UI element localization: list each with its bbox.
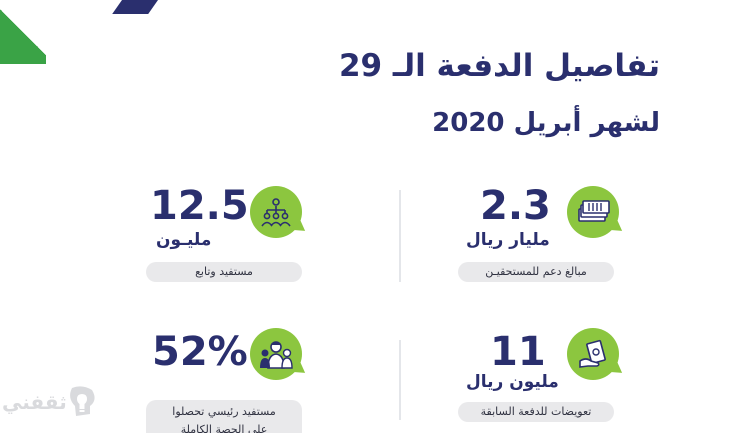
column-divider-top bbox=[399, 190, 401, 282]
people-network-icon bbox=[250, 186, 302, 238]
compensation-unit: مليون ريال bbox=[466, 372, 559, 392]
hand-money-icon bbox=[567, 328, 619, 380]
column-divider-bottom bbox=[399, 340, 401, 420]
beneficiaries-unit: مليـون bbox=[156, 230, 212, 250]
page-subtitle: لشهر أبريل 2020 bbox=[432, 108, 660, 138]
support-amount-unit: مليار ريال bbox=[466, 230, 550, 250]
corner-navy-decoration bbox=[112, 0, 168, 14]
support-amount-label: مبالغ دعم للمستحقيـن bbox=[458, 262, 614, 282]
family-icon bbox=[250, 328, 302, 380]
support-amount-value: 2.3 bbox=[480, 183, 551, 229]
lightbulb-icon bbox=[70, 386, 95, 416]
compensation-label: تعويضات للدفعة السابقة bbox=[458, 402, 614, 422]
watermark-text: ثقفني bbox=[2, 390, 67, 414]
page-title: تفاصيل الدفعة الـ 29 bbox=[338, 48, 660, 84]
full-share-label: مستفيد رئيسي تحصلوا على الحصة الكاملة bbox=[146, 400, 302, 433]
money-stack-icon bbox=[567, 186, 619, 238]
full-share-value: 52% bbox=[152, 329, 248, 375]
beneficiaries-value: 12.5 bbox=[150, 183, 249, 229]
beneficiaries-label: مستفيد وتابع bbox=[146, 262, 302, 282]
full-share-label-line2: على الحصة الكاملة bbox=[180, 423, 268, 433]
full-share-label-line1: مستفيد رئيسي تحصلوا bbox=[172, 405, 276, 418]
watermark-logo: ثقفني bbox=[2, 382, 102, 426]
corner-green-decoration bbox=[0, 0, 46, 64]
compensation-value: 11 bbox=[490, 329, 546, 375]
